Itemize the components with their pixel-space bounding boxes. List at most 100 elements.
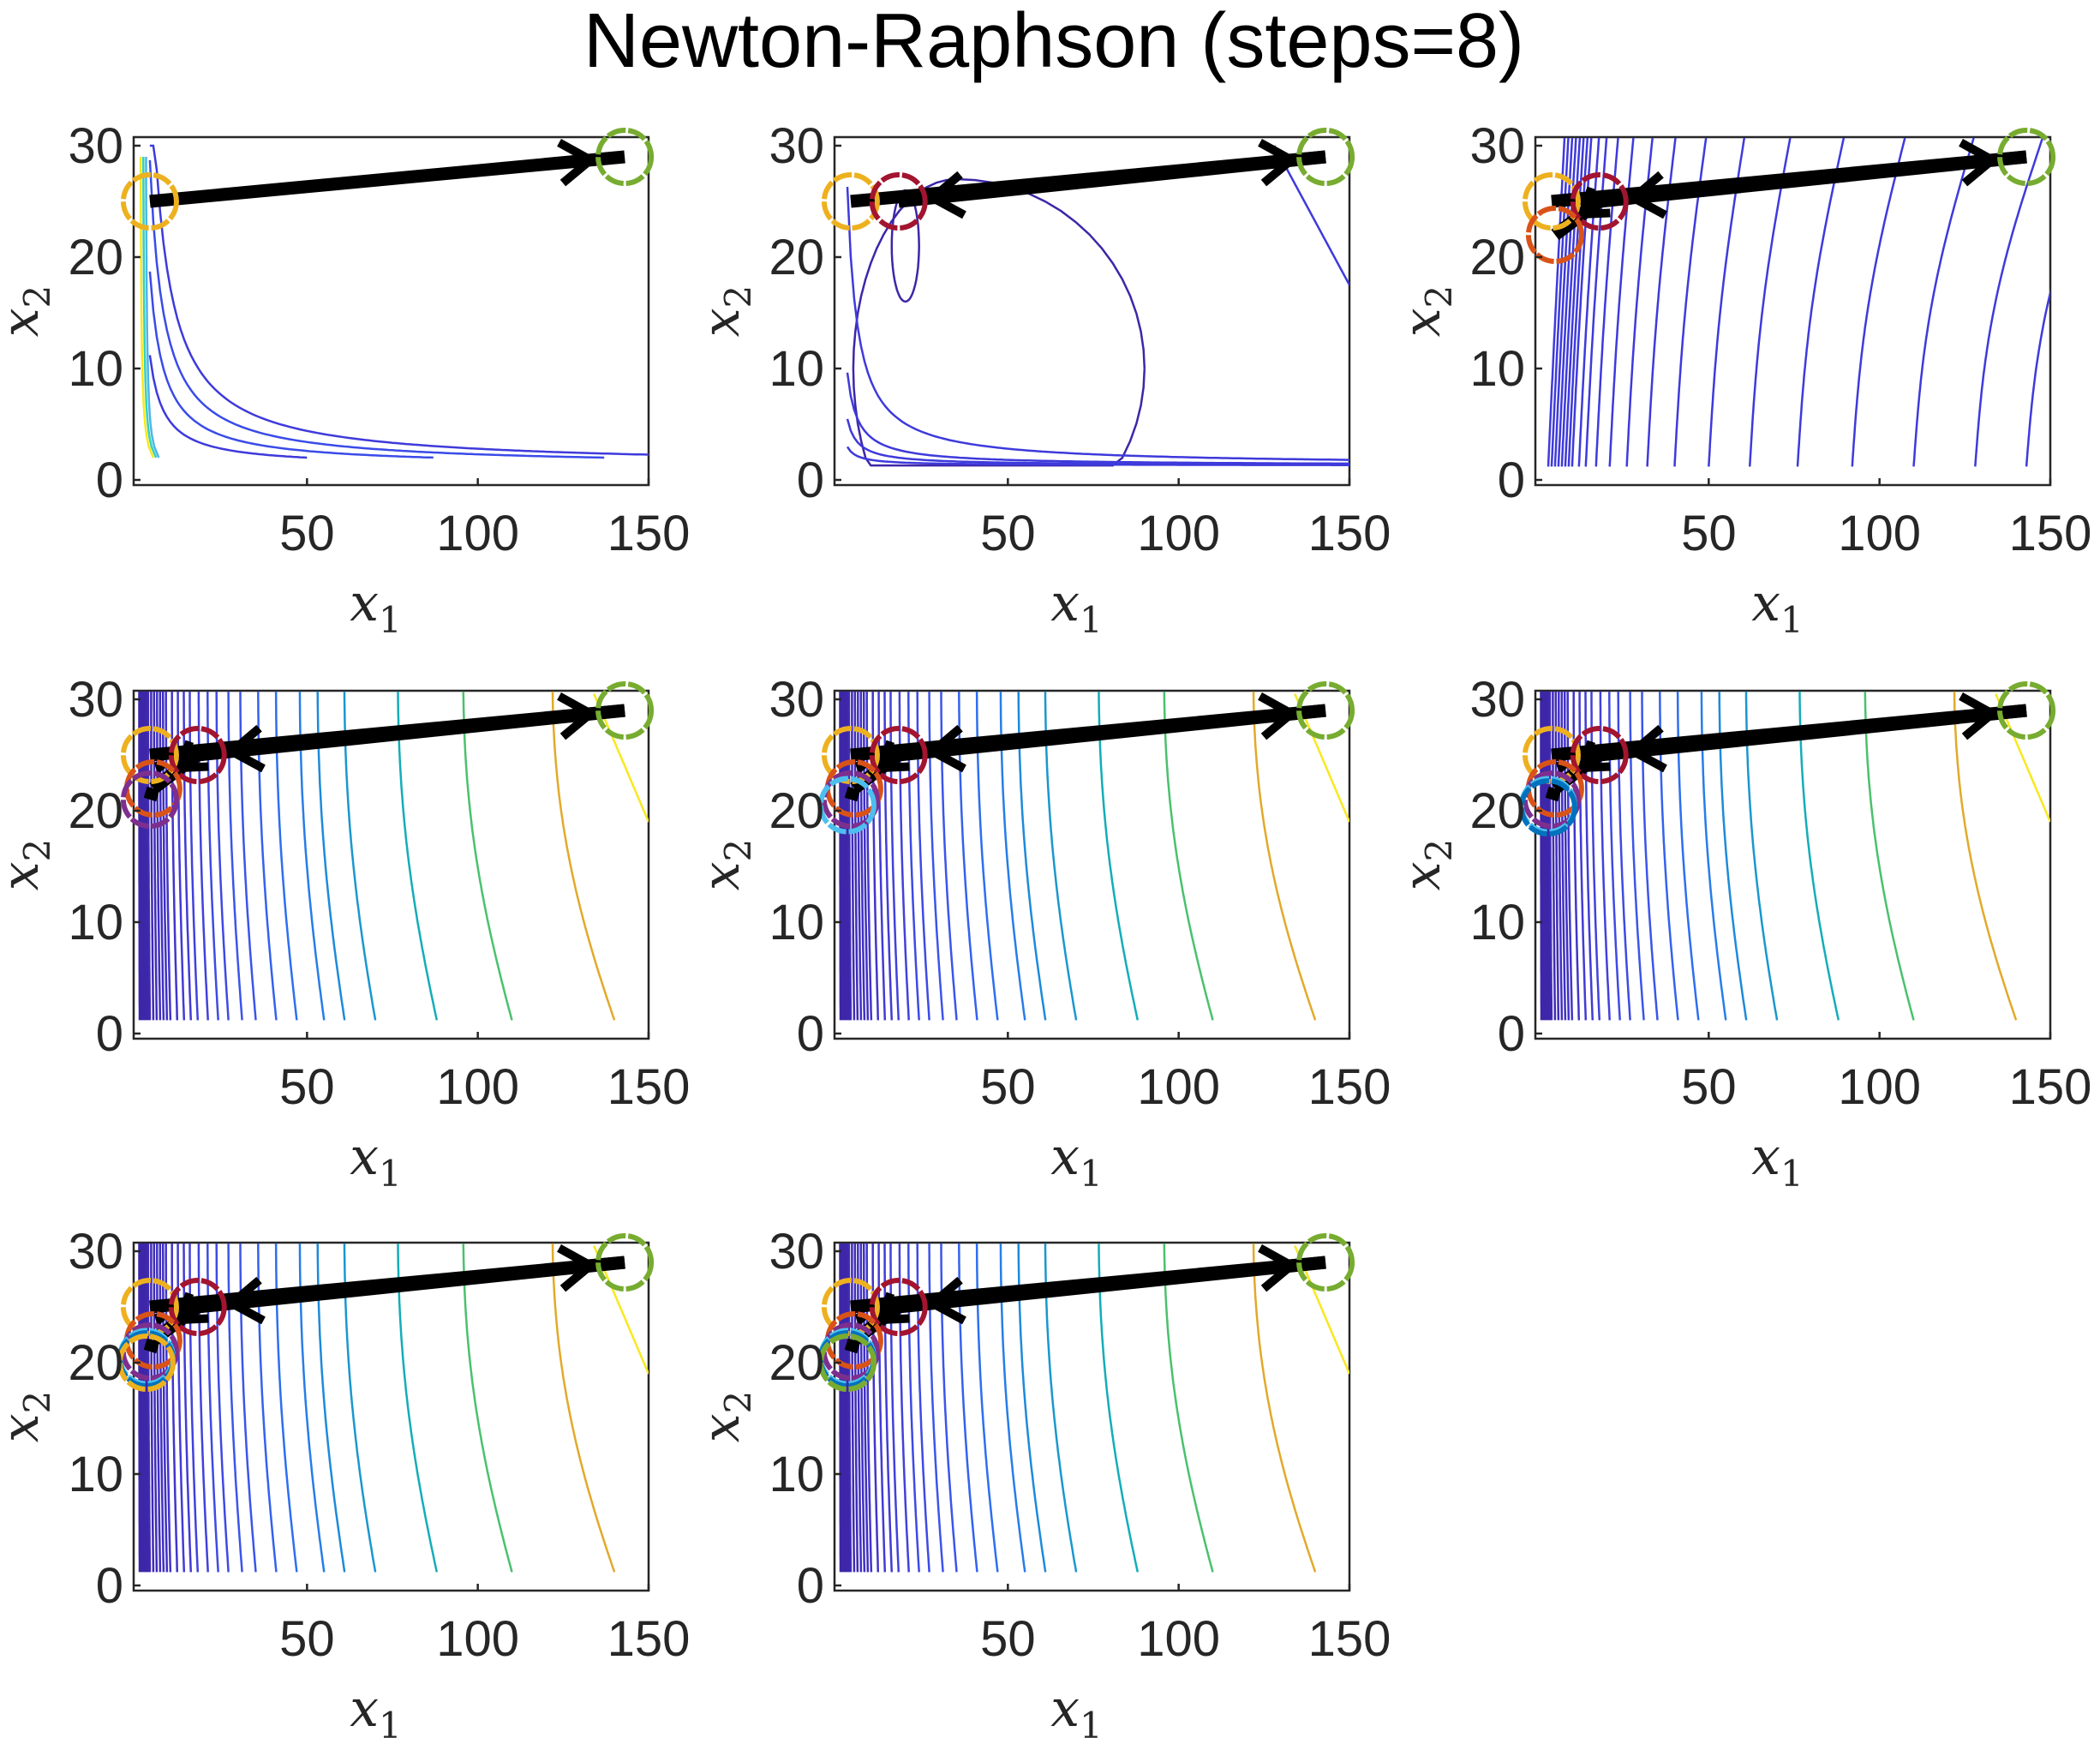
contour-line [462,1243,513,1573]
contour-line [147,1243,152,1573]
iterate-marker [595,1233,655,1292]
contour-line [843,691,847,1021]
contour-line [1851,137,1906,467]
figure-title: Newton-Raphson (steps=8) [583,0,1524,84]
y-tick-label: 20 [769,230,824,285]
contour-line [857,1243,863,1573]
contour-line [851,691,856,1021]
subplot-1: 50 100 150 0 10 20 30 x1 x2 [0,118,690,641]
contour-line [153,691,159,1021]
y-tick-label: 30 [1469,672,1525,728]
y-axis-label: x2 [1392,285,1460,338]
contour-line [1560,691,1567,1021]
y-axis-label: x2 [0,285,58,338]
contour-line [1953,691,2018,1021]
contour-line [1912,137,1975,467]
contour-line [1798,691,1840,1021]
iterate-marker [595,681,655,740]
contour-line [846,691,851,1021]
y-tick-label: 20 [68,230,123,285]
arrow-head [174,740,209,773]
subplot-7: 50 100 150 0 10 20 30 x1 x2 [0,1224,690,1738]
x-axis-label: x1 [350,573,402,641]
x-tick-label: 50 [279,506,335,561]
contour-line [139,157,155,458]
iterate-marker [824,1311,883,1369]
arrow-head [875,740,910,773]
iterate-marker [1296,128,1355,186]
contour-line [853,1243,859,1573]
y-axis-label: x2 [691,285,759,338]
x-tick-label: 150 [2009,506,2092,561]
iterate-marker [1525,759,1584,818]
x-tick-label: 150 [1308,1611,1391,1667]
iterate-marker [120,1278,179,1336]
contour-line [1547,691,1552,1021]
iterate-marker [817,1333,876,1392]
contour-line [142,1243,147,1573]
x-tick-label: 50 [1681,506,1737,561]
contour-line [865,1243,873,1573]
contour-line [551,1243,616,1573]
x-tick-label: 100 [1137,506,1220,561]
iterate-marker [869,726,928,784]
arrow-head [875,1292,910,1325]
contour-line [462,691,513,1021]
contour-line [148,271,434,459]
contour-line [1548,691,1553,1021]
y-tick-label: 0 [797,1558,824,1614]
iterate-marker [1997,681,2056,740]
contour-line [840,691,844,1021]
iterate-marker [1296,1233,1355,1292]
contour-line [397,691,439,1021]
y-tick-label: 0 [96,1558,123,1614]
x-tick-label: 150 [1308,506,1391,561]
iterate-marker [821,1278,880,1336]
contour-line [165,1243,172,1573]
contour-line [859,1243,866,1573]
arrow-head [924,724,966,773]
iterate-marker [1525,206,1584,264]
iterate-marker [821,172,880,231]
contour-line [846,372,1349,465]
x-tick-label: 100 [1838,1059,1921,1115]
y-tick-label: 0 [96,1006,123,1062]
arrow-head [1576,186,1611,219]
contour-line [145,1243,150,1573]
x-tick-label: 100 [436,1611,519,1667]
step-arrow [1598,150,2027,208]
iterate-marker [120,172,179,231]
subplot-5: 50 100 150 0 10 20 30 x1 x2 [691,672,1391,1195]
arrow-head [557,138,599,187]
contour-line [1796,137,1846,467]
contour-line [147,691,152,1021]
x-tick-label: 150 [607,1059,691,1115]
contour-line [148,159,605,459]
iterate-marker [1296,681,1355,740]
x-axis-label: x1 [1050,1679,1103,1738]
contour-line [847,1243,853,1573]
contour-line [1563,691,1571,1021]
contour-line [161,1243,169,1573]
iterate-marker [1522,770,1581,829]
contour-line [1542,691,1547,1021]
contour-line [141,691,145,1021]
y-axis-label: x2 [691,1391,759,1443]
x-tick-label: 100 [1137,1611,1220,1667]
step-arrow [897,1256,1326,1314]
contour-line [165,691,172,1021]
x-tick-label: 100 [436,1059,519,1115]
contour-line [1098,691,1140,1021]
x-tick-label: 150 [2009,1059,2092,1115]
y-tick-label: 10 [1469,895,1525,950]
contour-line [843,1243,847,1573]
contour-line [150,691,155,1021]
x-tick-label: 50 [980,506,1036,561]
contour-set [846,145,1349,467]
contour-line [138,691,141,1021]
arrow-head [1625,171,1667,219]
y-tick-label: 20 [68,1335,123,1391]
contour-line [845,691,849,1021]
contour-line [846,1243,851,1573]
